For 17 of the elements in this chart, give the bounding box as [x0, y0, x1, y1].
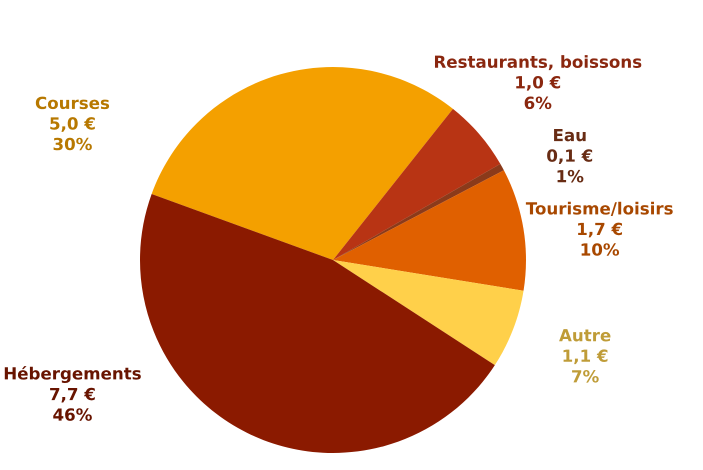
slice-label: Restaurants, boissons — [434, 55, 642, 70]
slice-label: Courses — [36, 96, 110, 110]
data-label: 7,7 € 46% — [50, 388, 95, 421]
slice-label: Tourisme/loisirs — [526, 202, 673, 216]
data-label: 0,1 € 1% — [547, 149, 592, 182]
pie-slice — [333, 108, 500, 260]
data-label: 1,1 € 7% — [564, 349, 608, 383]
pie-slice — [333, 170, 526, 291]
data-label: 1,0 € 6% — [516, 76, 560, 110]
pie-slice — [333, 260, 524, 366]
slice-label: Hébergements — [4, 366, 141, 383]
slice-label: Autre — [559, 329, 610, 342]
slice-label: Eau — [554, 128, 586, 142]
pie-slice — [333, 164, 504, 260]
data-label: 5,0 € 30% — [50, 117, 95, 150]
data-label: 1,7 € 10% — [578, 222, 622, 256]
pie-slice — [140, 194, 495, 453]
